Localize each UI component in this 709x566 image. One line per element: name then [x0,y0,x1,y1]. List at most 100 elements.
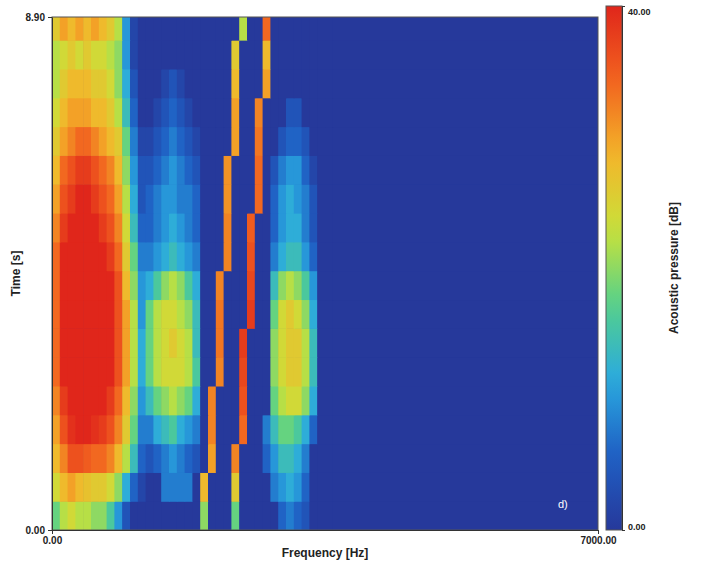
heatmap-cell [247,444,255,473]
heatmap-cell [91,501,99,530]
heatmap-cell [122,501,130,530]
heatmap-cell [208,299,216,328]
heatmap-cell [185,40,193,69]
heatmap-cell [83,184,91,213]
heatmap-cell [302,328,310,357]
heatmap-cell [317,444,325,473]
heatmap-cell [208,415,216,444]
heatmap-cell [169,328,177,357]
heatmap-cell [270,98,278,127]
heatmap-cell [114,127,122,156]
heatmap-cell [239,17,247,41]
heatmap-cell [263,299,271,328]
heatmap-cell [122,98,130,127]
heatmap-cell [68,213,76,242]
heatmap-cell [114,328,122,357]
heatmap-cell [138,357,146,386]
heatmap-cell [302,299,310,328]
heatmap-cell [333,184,598,213]
heatmap-cell [270,415,278,444]
heatmap-cell [325,357,333,386]
heatmap-cell [216,357,224,386]
heatmap-cell [130,501,138,530]
heatmap-cell [153,299,161,328]
heatmap-cell [309,472,317,501]
heatmap-cell [263,415,271,444]
heatmap-cell [278,299,286,328]
heatmap-cell [83,357,91,386]
heatmap-cell [247,127,255,156]
heatmap-cell [153,184,161,213]
heatmap-cell [99,328,107,357]
heatmap-cell [91,472,99,501]
heatmap-cell [231,17,239,41]
heatmap-cell [107,386,115,415]
heatmap-cell [317,328,325,357]
heatmap-cell [317,242,325,271]
heatmap-cell [192,184,200,213]
heatmap-cell [192,271,200,300]
heatmap-cell [68,472,76,501]
heatmap-cell [231,242,239,271]
heatmap-cell [122,299,130,328]
heatmap-cell [130,155,138,184]
heatmap-cell [153,98,161,127]
heatmap-cell [52,213,60,242]
heatmap-cell [278,357,286,386]
heatmap-cell [122,155,130,184]
heatmap-cell [68,98,76,127]
heatmap-cell [161,501,169,530]
heatmap-cell [286,357,294,386]
heatmap-cell [75,69,83,98]
heatmap-cell [224,415,232,444]
heatmap-cell [146,155,154,184]
heatmap-cell [52,357,60,386]
heatmap-cell [52,271,60,300]
heatmap-cell [247,328,255,357]
heatmap-cell [200,386,208,415]
heatmap-cell [216,213,224,242]
heatmap-cell [138,386,146,415]
heatmap-cell [99,299,107,328]
heatmap-cell [130,242,138,271]
heatmap-cell [75,242,83,271]
heatmap-cell [192,69,200,98]
heatmap-cell [75,386,83,415]
heatmap-cell [325,184,333,213]
heatmap-cell [263,501,271,530]
heatmap-cell [239,213,247,242]
heatmap-cell [52,184,60,213]
heatmap-cell [255,386,263,415]
heatmap-cell [107,501,115,530]
heatmap-cell [263,271,271,300]
heatmap-cell [83,155,91,184]
heatmap-cell [161,444,169,473]
heatmap-cell [333,242,598,271]
colorbar-axis: 0.0040.00 [622,7,651,532]
heatmap-cell [278,69,286,98]
heatmap-cell [60,299,68,328]
heatmap-cell [68,184,76,213]
heatmap-cell [270,386,278,415]
heatmap-cell [75,17,83,41]
heatmap-cell [130,17,138,41]
tick: 0.00 [622,522,646,532]
heatmap-cell [247,40,255,69]
heatmap-cell [177,155,185,184]
heatmap-cell [130,357,138,386]
heatmap-cell [309,69,317,98]
heatmap-cell [68,69,76,98]
heatmap-cell [239,155,247,184]
heatmap-cell [161,213,169,242]
heatmap-cell [239,357,247,386]
heatmap-cell [83,386,91,415]
heatmap-cell [294,501,302,530]
heatmap-cell [325,386,333,415]
heatmap-cell [83,444,91,473]
heatmap-cell [75,155,83,184]
heatmap-cell [169,299,177,328]
heatmap-cell [247,271,255,300]
heatmap-cell [60,357,68,386]
heatmap-cell [91,213,99,242]
heatmap-cell [200,472,208,501]
